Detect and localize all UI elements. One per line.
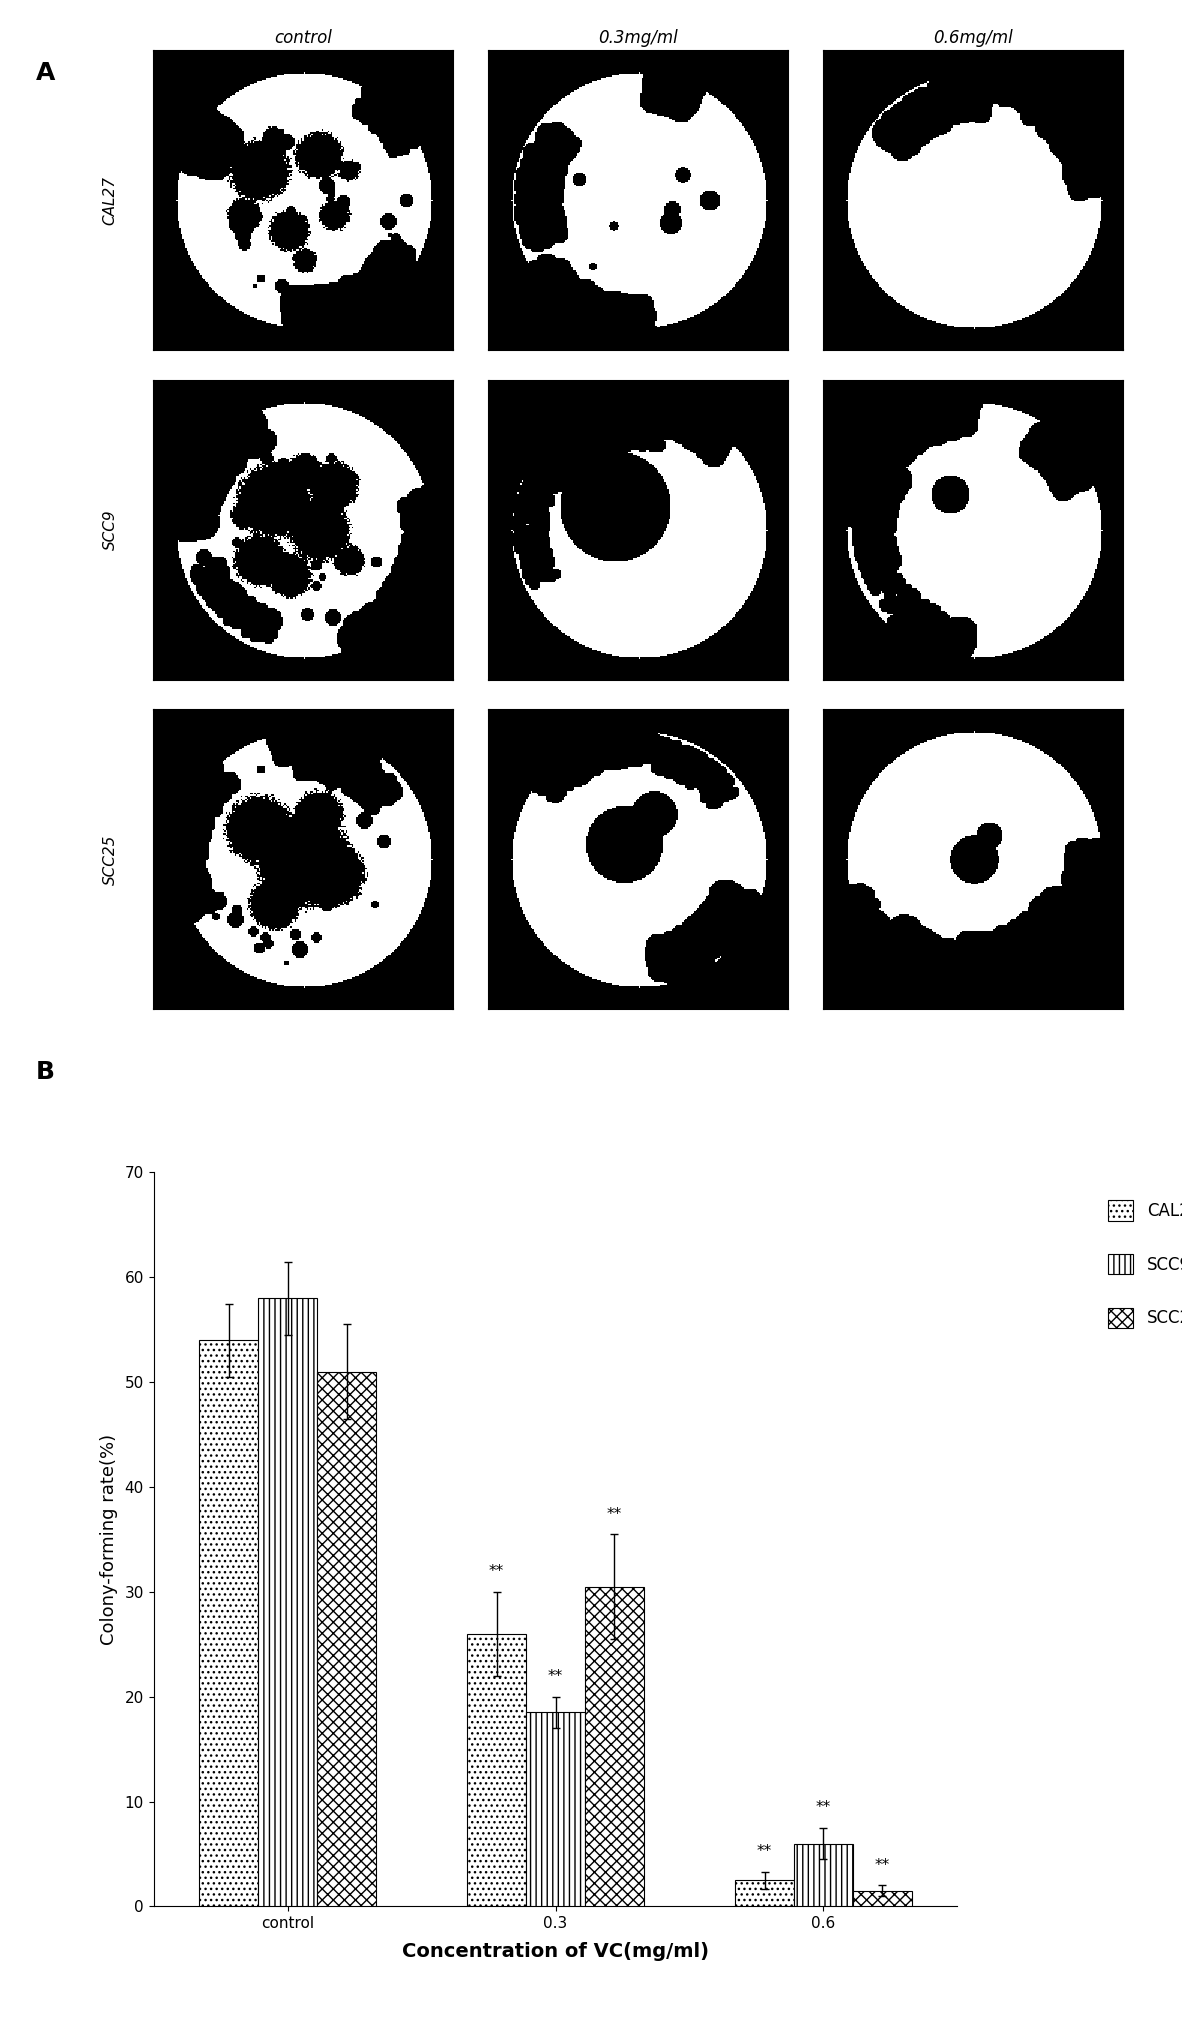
Text: SCC25: SCC25	[103, 834, 118, 885]
X-axis label: Concentration of VC(mg/ml): Concentration of VC(mg/ml)	[402, 1943, 709, 1962]
Text: CAL27: CAL27	[103, 175, 118, 224]
Text: **: **	[816, 1800, 831, 1815]
Bar	[853, 1890, 911, 1906]
Bar	[258, 1299, 317, 1906]
Bar	[526, 1713, 585, 1906]
Bar	[794, 1843, 853, 1906]
Bar	[200, 1340, 258, 1906]
Text: **: **	[489, 1564, 505, 1580]
Text: 0.3mg/ml: 0.3mg/ml	[598, 29, 678, 47]
Bar	[467, 1633, 526, 1906]
Text: **: **	[756, 1845, 772, 1860]
Legend: CAL27, SCC9, SCC25: CAL27, SCC9, SCC25	[1103, 1195, 1182, 1334]
Bar	[735, 1880, 794, 1906]
Text: 0.6mg/ml: 0.6mg/ml	[934, 29, 1013, 47]
Text: **: **	[875, 1858, 890, 1874]
Text: SCC9: SCC9	[103, 510, 118, 551]
Text: **: **	[548, 1670, 563, 1684]
Text: B: B	[35, 1060, 54, 1085]
Text: A: A	[35, 61, 54, 86]
Text: control: control	[274, 29, 332, 47]
Bar	[317, 1372, 376, 1906]
Y-axis label: Colony-forming rate(%): Colony-forming rate(%)	[99, 1433, 118, 1645]
Bar	[585, 1586, 644, 1906]
Text: **: **	[606, 1507, 622, 1521]
